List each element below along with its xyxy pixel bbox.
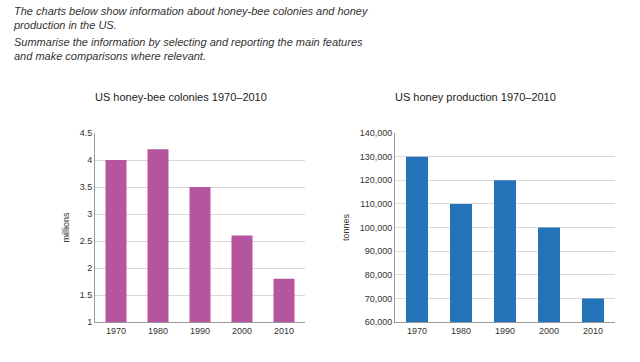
svg-text:140,000: 140,000 — [360, 128, 393, 138]
svg-text:2010: 2010 — [583, 326, 603, 336]
svg-text:1970: 1970 — [407, 326, 427, 336]
svg-text:US honey-bee colonies 1970–201: US honey-bee colonies 1970–2010 — [95, 91, 267, 103]
svg-text:2.5: 2.5 — [80, 236, 93, 246]
html-text:The charts below show informat: The charts below show information about … — [14, 5, 368, 31]
svg-text:70,000: 70,000 — [365, 294, 393, 304]
svg-text:130,000: 130,000 — [360, 152, 393, 162]
svg-text:2010: 2010 — [274, 326, 294, 336]
svg-text:1: 1 — [87, 317, 92, 327]
svg-text:90,000: 90,000 — [365, 246, 393, 256]
svg-text:120,000: 120,000 — [360, 175, 393, 185]
svg-text:2000: 2000 — [539, 326, 559, 336]
svg-text:1980: 1980 — [148, 326, 168, 336]
svg-text:1970: 1970 — [106, 326, 126, 336]
svg-text:millions: millions — [61, 212, 71, 243]
svg-text:100,000: 100,000 — [360, 223, 393, 233]
svg-text:3.5: 3.5 — [80, 182, 93, 192]
svg-text:1990: 1990 — [495, 326, 515, 336]
svg-text:tonnes: tonnes — [341, 213, 351, 241]
svg-text:2: 2 — [87, 263, 92, 273]
svg-text:US honey production 1970–2010: US honey production 1970–2010 — [395, 91, 556, 103]
svg-text:110,000: 110,000 — [360, 199, 392, 209]
svg-text:1980: 1980 — [451, 326, 471, 336]
svg-text:1990: 1990 — [190, 326, 210, 336]
html-text:Summarise the information by s: Summarise the information by selecting a… — [14, 36, 363, 62]
svg-text:60,000: 60,000 — [365, 317, 393, 327]
svg-text:4.5: 4.5 — [80, 128, 93, 138]
svg-text:2000: 2000 — [232, 326, 252, 336]
svg-text:1.5: 1.5 — [80, 290, 93, 300]
svg-text:80,000: 80,000 — [365, 270, 393, 280]
svg-text:4: 4 — [87, 155, 92, 165]
svg-text:3: 3 — [87, 209, 92, 219]
